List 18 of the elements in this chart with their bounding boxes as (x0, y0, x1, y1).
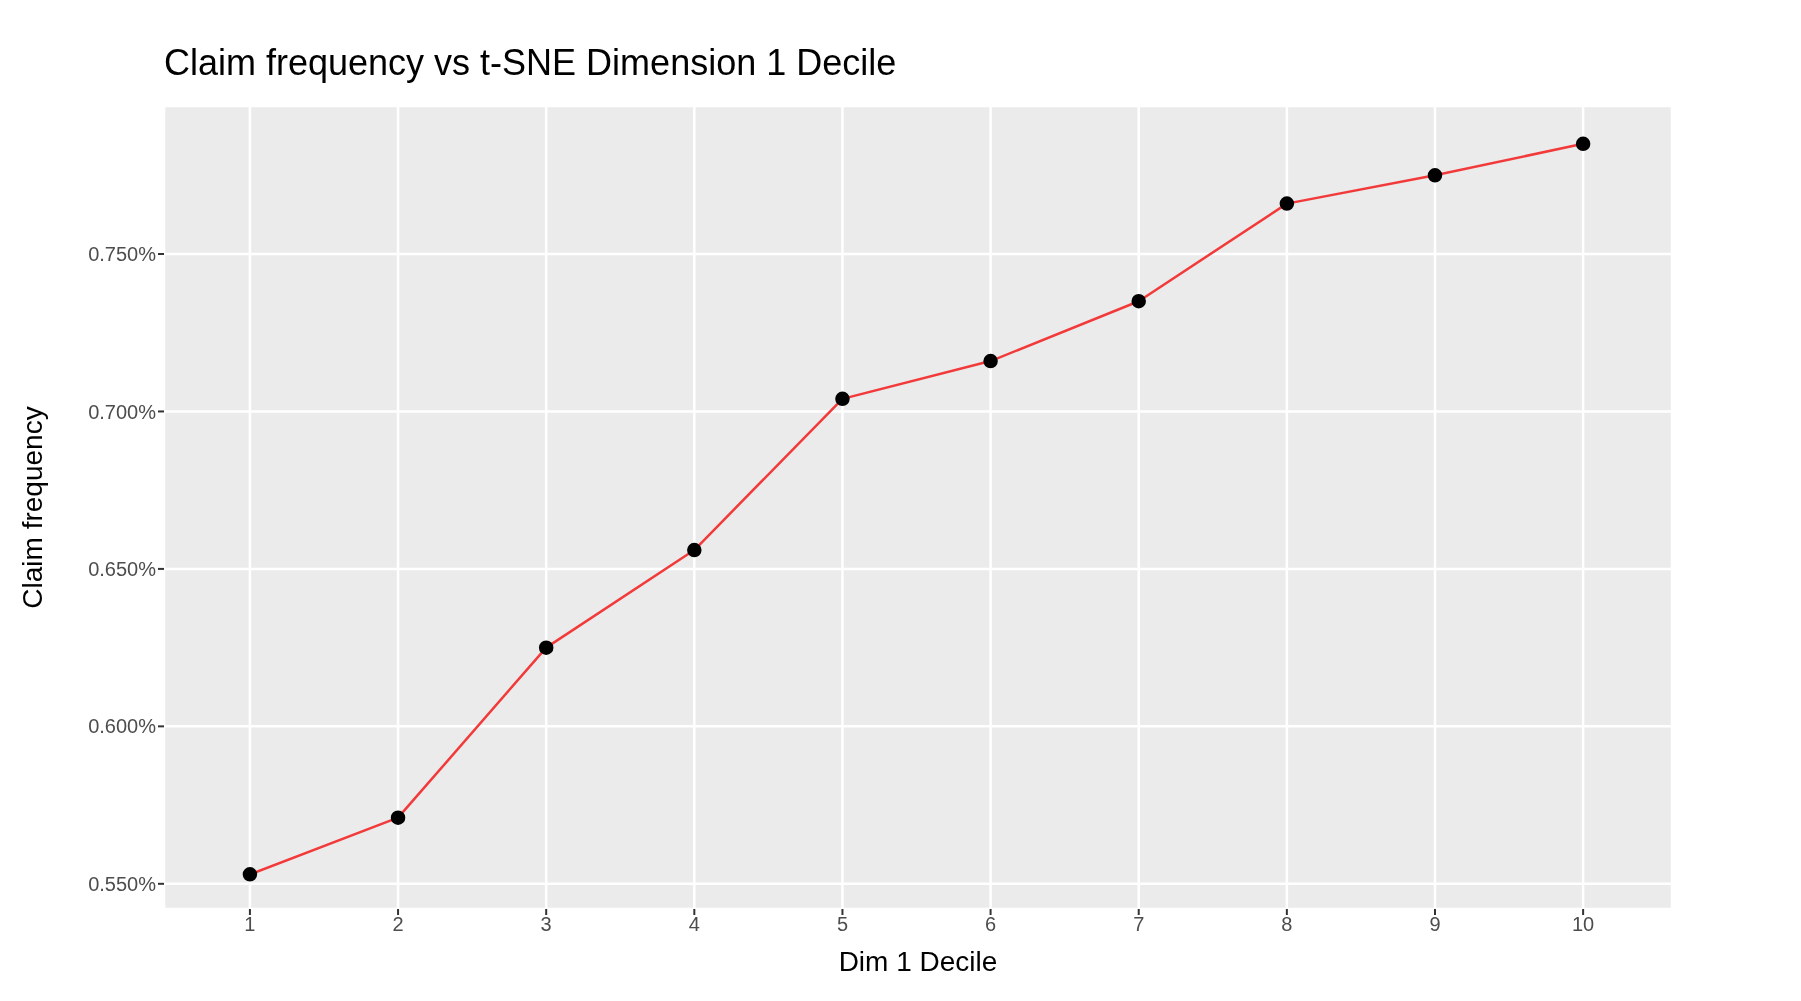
x-tick-label: 8 (1281, 913, 1293, 936)
x-tick-label: 1 (244, 913, 256, 936)
x-tick-label: 7 (1133, 913, 1145, 936)
x-tick-label: 10 (1571, 913, 1595, 936)
y-tick-label: 0.600% (88, 715, 157, 738)
x-tick-label: 2 (392, 913, 404, 936)
chart-title: Claim frequency vs t-SNE Dimension 1 Decile (164, 42, 897, 84)
y-tick-label: 0.550% (88, 872, 157, 895)
x-tick-label: 4 (688, 913, 700, 936)
y-tick-label: 0.700% (88, 400, 157, 423)
x-tick-label: 5 (836, 913, 849, 936)
x-tick-label: 3 (540, 913, 552, 936)
y-axis-title: Claim frequency (16, 406, 48, 609)
y-tick-label: 0.750% (88, 243, 157, 266)
x-axis-title: Dim 1 Decile (838, 946, 998, 977)
x-tick-label: 6 (985, 913, 997, 936)
x-tick-label: 9 (1429, 913, 1441, 936)
y-tick-label: 0.650% (88, 558, 157, 581)
